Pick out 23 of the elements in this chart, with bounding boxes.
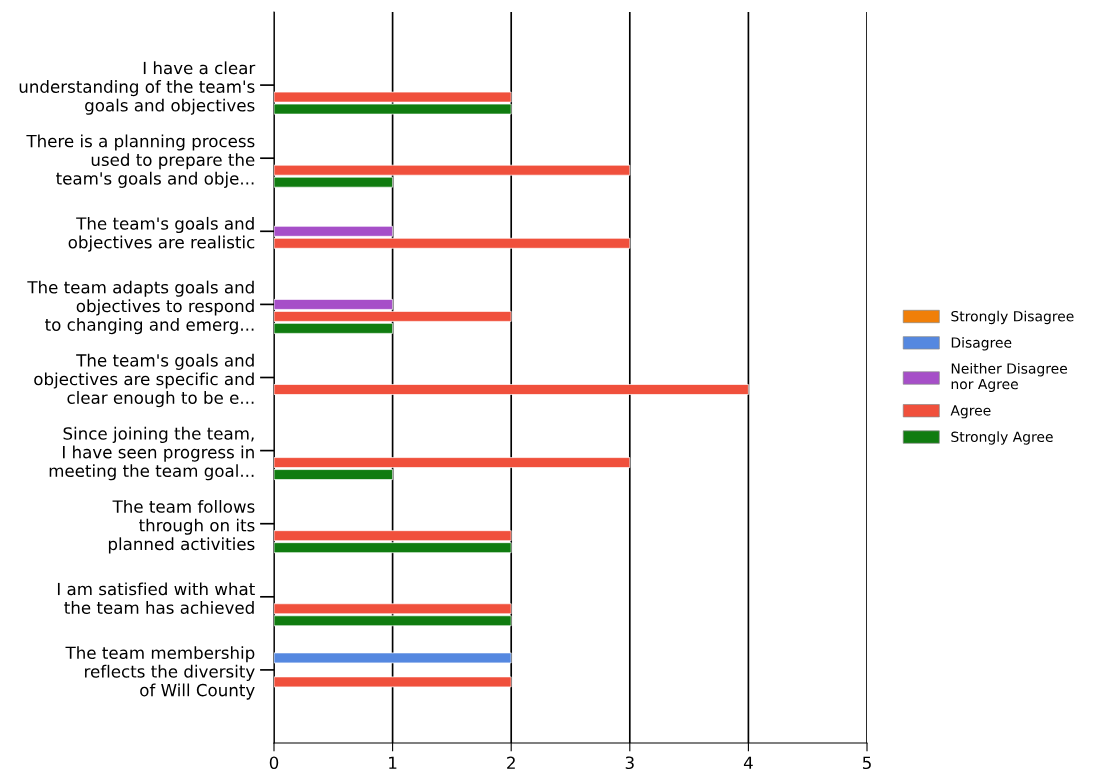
legend-label: Strongly Agree [951, 431, 1053, 445]
y-tick-label: There is a planning process used to prepare the team's goals and obje... [26, 134, 255, 188]
legend-label: Strongly Disagree [951, 310, 1074, 325]
y-tick-label: The team's goals and objectives are specific and clear enough to be e... [34, 353, 254, 408]
y-tick-label: The team membership reflects the diversity of Will County [65, 646, 255, 700]
legend-label: Agree [950, 405, 991, 419]
y-tick-label: The team follows through on its planned activities [108, 499, 255, 554]
bar [274, 676, 512, 688]
x-tick-label: 5 [862, 756, 871, 770]
x-tick-label: 0 [269, 756, 279, 770]
legend-label: Disagree [951, 337, 1012, 351]
x-tick-label: 4 [743, 756, 753, 769]
y-tick-label: I have a clear understanding of the team's goals and objectives [19, 61, 256, 115]
legend-label: Neither Disagree nor Agree [951, 363, 1068, 392]
y-tick-label: The team adapts goals and objectives to respond to changing and emerg... [27, 280, 254, 335]
x-tick-label: 1 [389, 756, 397, 769]
bar [274, 384, 749, 395]
y-tick-label: Since joining the team, I have seen progress in meeting the team goal... [49, 426, 254, 481]
x-tick-label: 3 [625, 756, 634, 770]
y-tick-label: I am satisfied with what the team has achieved [57, 582, 255, 614]
y-tick-label: The team's goals and objectives are realistic [68, 216, 255, 252]
bar [274, 652, 512, 664]
x-tick-label: 2 [507, 756, 515, 769]
